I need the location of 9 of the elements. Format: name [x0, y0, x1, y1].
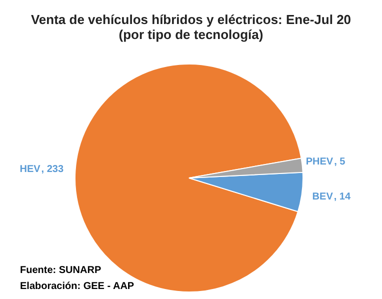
slice-label: BEV: [312, 191, 334, 202]
slice-label: HEV: [20, 164, 41, 175]
data-label: , 5: [334, 156, 346, 168]
data-label: , 14: [334, 191, 351, 202]
chart-title: Venta de vehículos híbridos y eléctricos: Ene-Jul 20 (por tipo de tecnología): [30, 12, 352, 42]
slice-label: PHEV: [306, 156, 334, 168]
text: Elaboración: GEE - AAP: [20, 281, 134, 292]
source-note: Fuente: SUNARP: [20, 265, 102, 276]
data-label: , 233: [41, 164, 64, 175]
